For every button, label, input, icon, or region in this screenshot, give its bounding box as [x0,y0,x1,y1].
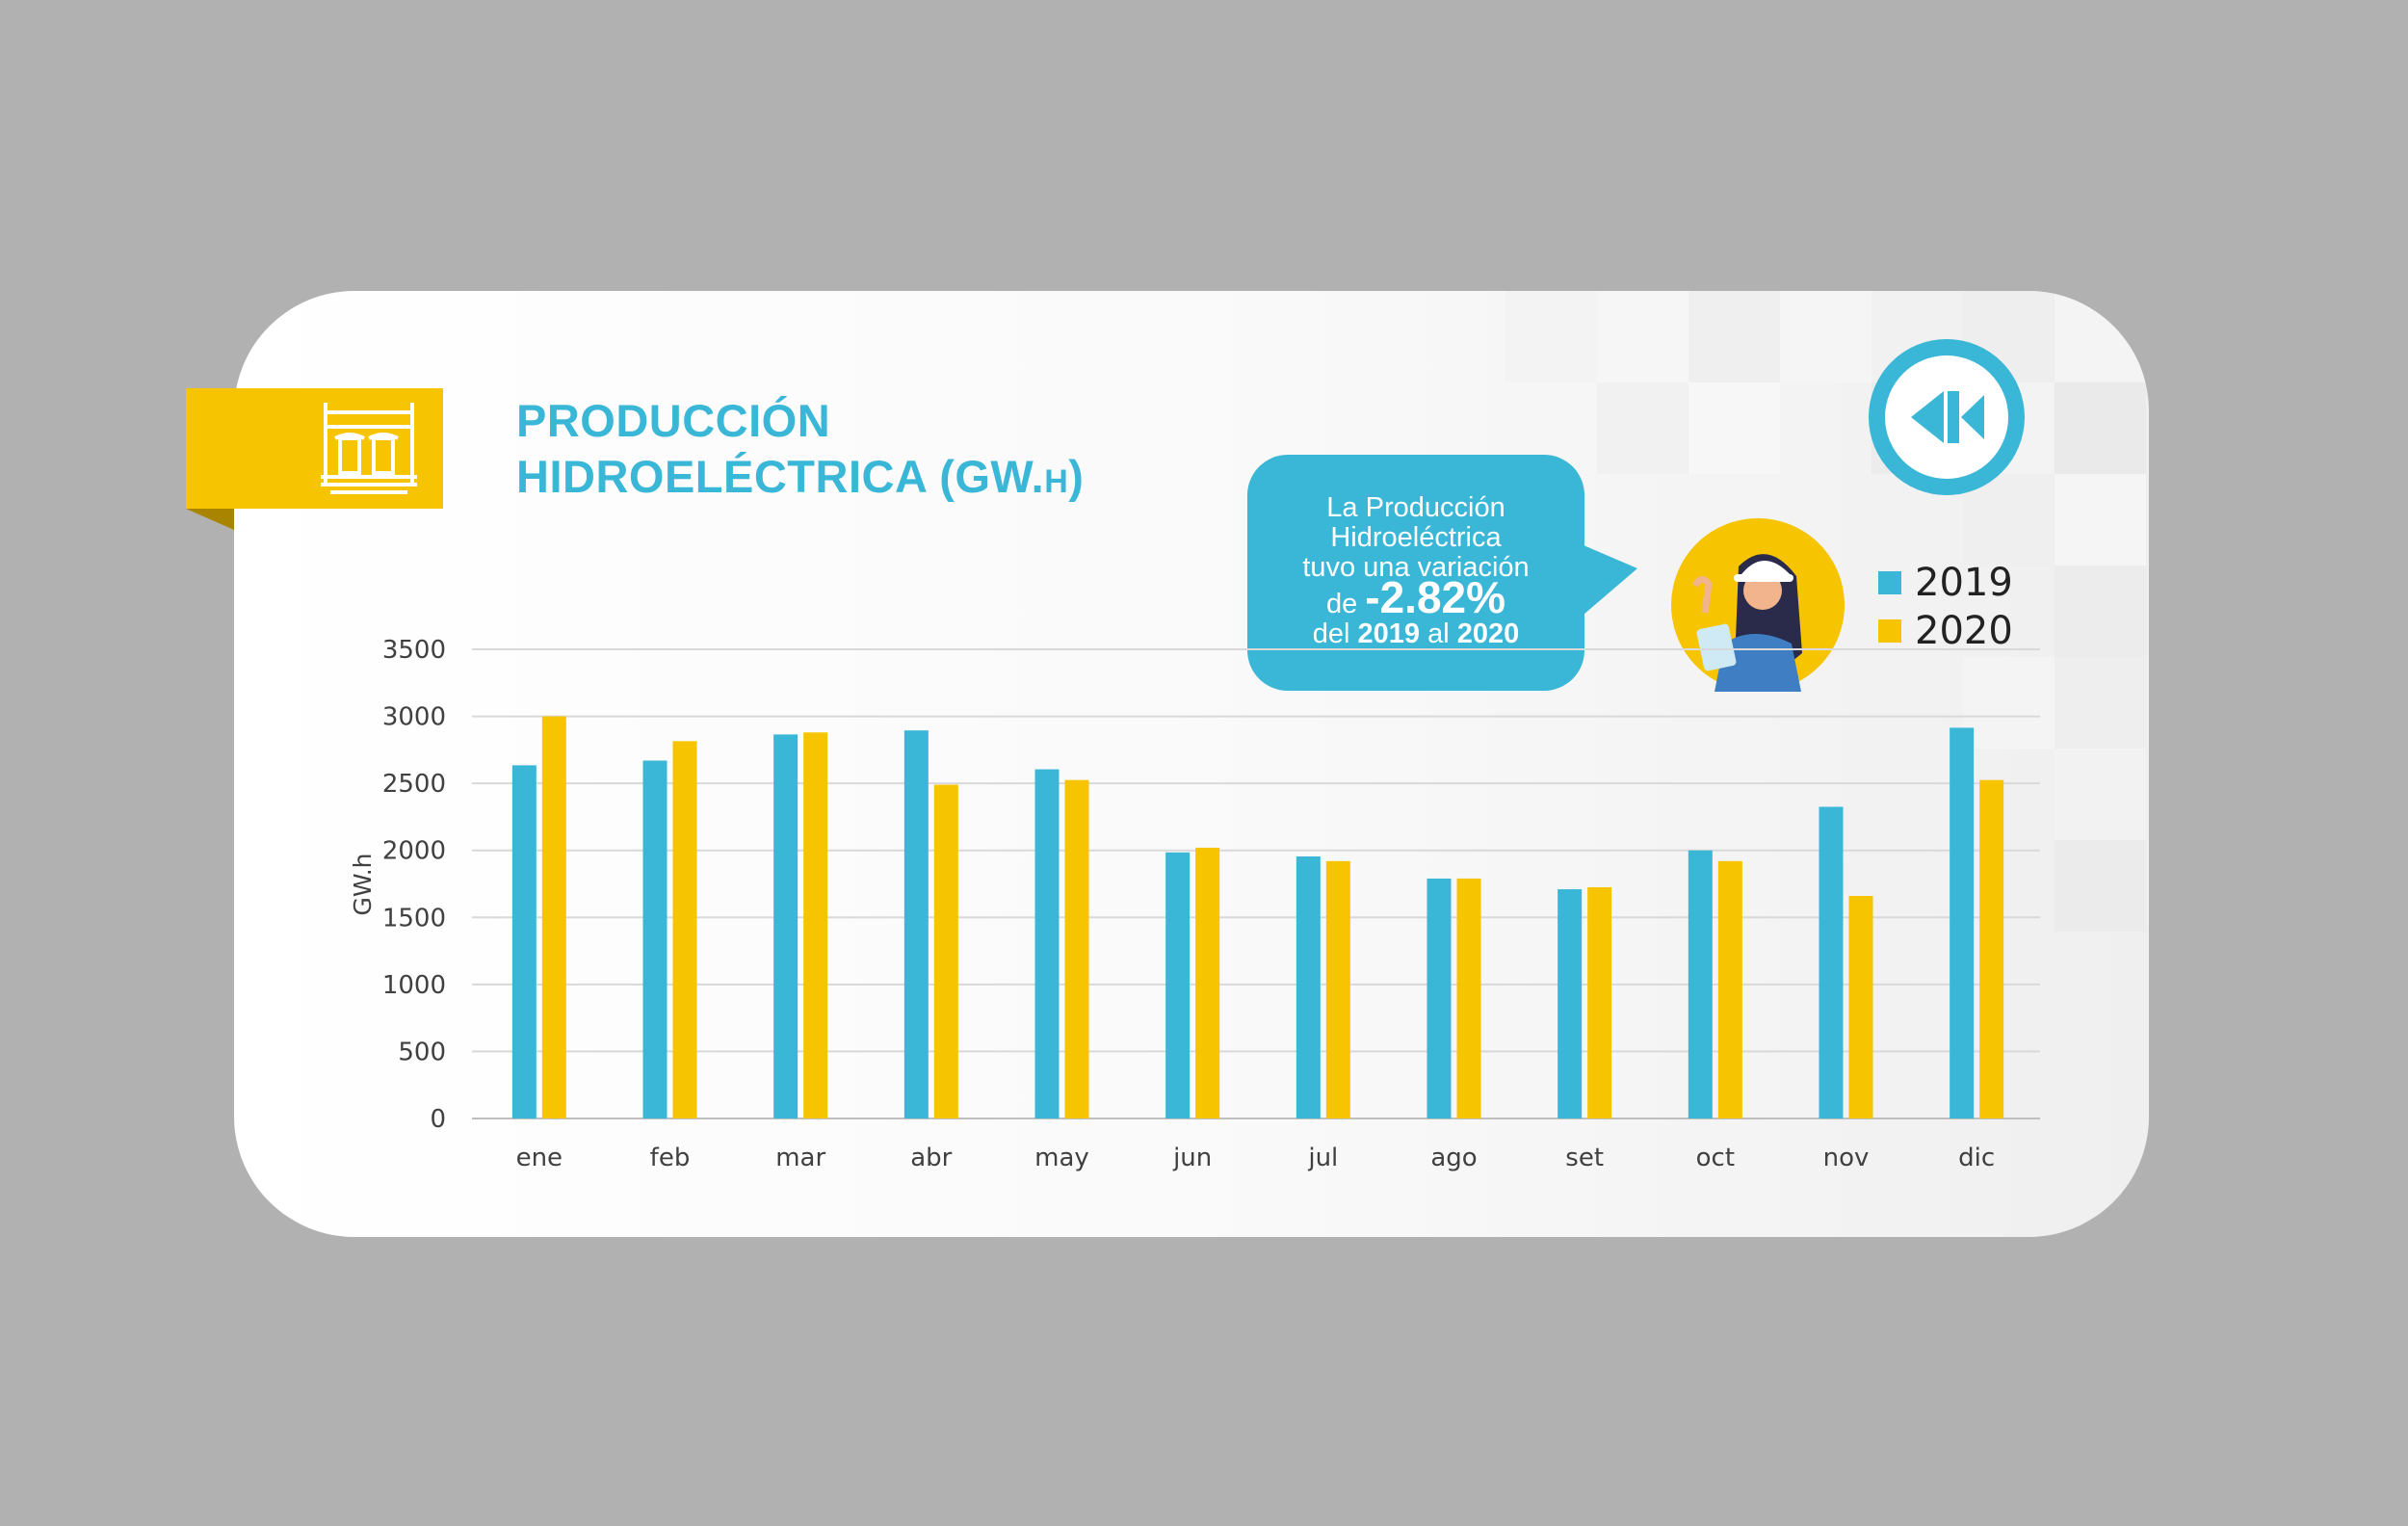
bar-2020-ago [1456,878,1481,1118]
y-tick-label: 0 [430,1105,446,1134]
hydroelectric-dam-icon [321,403,417,494]
x-tick-label: feb [650,1144,691,1172]
bar-2020-set [1587,886,1612,1118]
y-tick-label: 1500 [382,904,446,933]
title-line-2-main: HIDROELÉCTRICA (GW. [516,451,1045,502]
bar-2020-abr [933,784,958,1118]
page-title: PRODUCCIÓN HIDROELÉCTRICA (GW.H) [516,393,1084,510]
bar-2019-feb [642,760,667,1118]
chart-legend: 2019 2020 [1878,559,2013,655]
x-tick-label: dic [1958,1144,1995,1172]
callout-del: del [1312,618,1350,649]
legend-label-2019: 2019 [1915,561,2013,605]
bar-2019-jun [1165,852,1191,1118]
bar-2019-mar [773,734,798,1118]
y-tick-label: 3000 [382,703,446,732]
callout-line-3: tuvo una variación [1302,552,1530,583]
x-tick-label: jul [1307,1144,1338,1172]
x-tick-label: jun [1172,1144,1212,1172]
bar-2020-jul [1325,860,1350,1118]
bar-2019-oct [1688,850,1713,1118]
title-line-2-end: ) [1068,451,1085,502]
x-tick-label: set [1565,1144,1604,1172]
y-axis-label: GW.h [349,853,377,915]
bar-2019-dic [1950,727,1975,1118]
callout-bubble: La Producción Hidroeléctrica tuvo una va… [1247,455,1584,691]
legend-swatch-2019 [1878,571,1901,594]
legend-item-2019: 2019 [1878,559,2013,607]
y-tick-label: 2500 [382,770,446,799]
rewind-button[interactable] [1869,339,2025,495]
category-ribbon [186,388,443,509]
title-unit-h: H [1044,463,1069,500]
bar-2020-jun [1195,847,1220,1118]
bar-2020-nov [1848,896,1873,1118]
bar-2020-mar [803,732,828,1118]
x-tick-label: ago [1430,1144,1477,1172]
title-line-1: PRODUCCIÓN [516,395,831,446]
y-tick-label: 3500 [382,636,446,665]
callout-al: al [1427,618,1450,649]
callout-de: de [1325,589,1358,619]
callout-line-5: del 2019 al 2020 [1247,619,1584,649]
bar-2019-abr [903,730,929,1118]
x-tick-label: nov [1823,1144,1870,1172]
y-tick-label: 500 [398,1038,446,1066]
x-tick-label: ene [516,1144,563,1172]
bar-2020-oct [1717,860,1742,1118]
speech-bubble-tail [1570,539,1637,626]
x-tick-label: abr [910,1144,952,1172]
bar-2019-ago [1426,878,1452,1118]
legend-item-2020: 2020 [1878,607,2013,655]
bar-2020-ene [541,716,566,1118]
variation-percent: -2.82% [1365,572,1506,622]
legend-label-2020: 2020 [1915,609,2013,653]
callout-line-1: La Producción [1326,492,1505,523]
bar-2019-ene [511,765,537,1118]
bar-2019-may [1034,769,1060,1118]
ribbon-fold [186,509,234,530]
callout-line-4: de -2.82% [1247,575,1584,619]
bar-2020-feb [672,741,697,1118]
rewind-icon [1885,355,2008,479]
x-tick-label: mar [775,1144,825,1172]
bar-2019-set [1557,889,1583,1118]
bar-2020-dic [1979,779,2004,1118]
legend-swatch-2020 [1878,619,1901,643]
x-tick-label: may [1034,1144,1089,1172]
y-tick-label: 1000 [382,971,446,1000]
callout-year-to: 2020 [1456,618,1520,649]
title-line-2: HIDROELÉCTRICA (GW.H) [516,449,1084,510]
y-tick-label: 2000 [382,837,446,866]
x-tick-label: oct [1696,1144,1735,1172]
bar-2019-nov [1819,806,1844,1118]
bar-2020-may [1064,779,1089,1118]
bar-2019-jul [1296,855,1321,1118]
callout-line-2: Hidroeléctrica [1330,522,1502,553]
callout-year-from: 2019 [1357,618,1421,649]
background-pattern [1505,291,2149,946]
